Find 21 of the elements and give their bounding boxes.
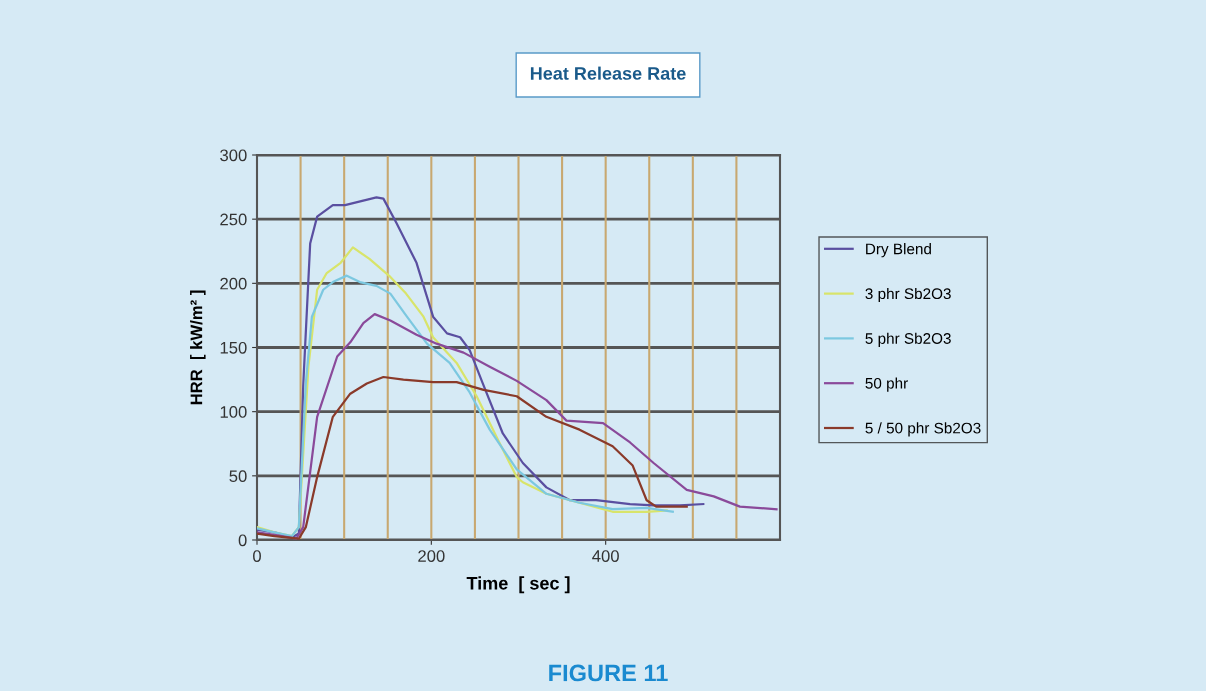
y-tick-label: 250 xyxy=(220,213,247,226)
y-tick-label: 300 xyxy=(220,149,247,162)
y-axis-title: HRR [ kW/m² ] xyxy=(190,290,206,405)
line-series xyxy=(257,375,688,540)
chart-title: Heat Release Rate xyxy=(530,66,686,80)
legend-label: 3 phr Sb2O3 xyxy=(865,287,951,303)
y-tick-label: 100 xyxy=(220,406,247,418)
y-tick-label: 50 xyxy=(229,470,247,483)
legend-label: 5 / 50 phr Sb2O3 xyxy=(865,422,981,437)
legend-label: 5 phr Sb2O3 xyxy=(865,332,951,347)
line-series xyxy=(257,196,705,539)
y-tick-label: 200 xyxy=(220,277,247,290)
legend-label: Dry Blend xyxy=(866,243,931,258)
caption: FIGURE 11 xyxy=(549,664,668,682)
x-tick-label: 400 xyxy=(592,550,619,562)
y-tick-label: 150 xyxy=(220,341,247,354)
legend-label: 50 phr xyxy=(865,377,908,392)
x-axis-title: Time [ sec ] xyxy=(466,576,570,594)
y-tick-label: 0 xyxy=(238,534,247,547)
x-tick-label: 200 xyxy=(418,550,445,562)
x-tick-label: 0 xyxy=(253,550,261,562)
